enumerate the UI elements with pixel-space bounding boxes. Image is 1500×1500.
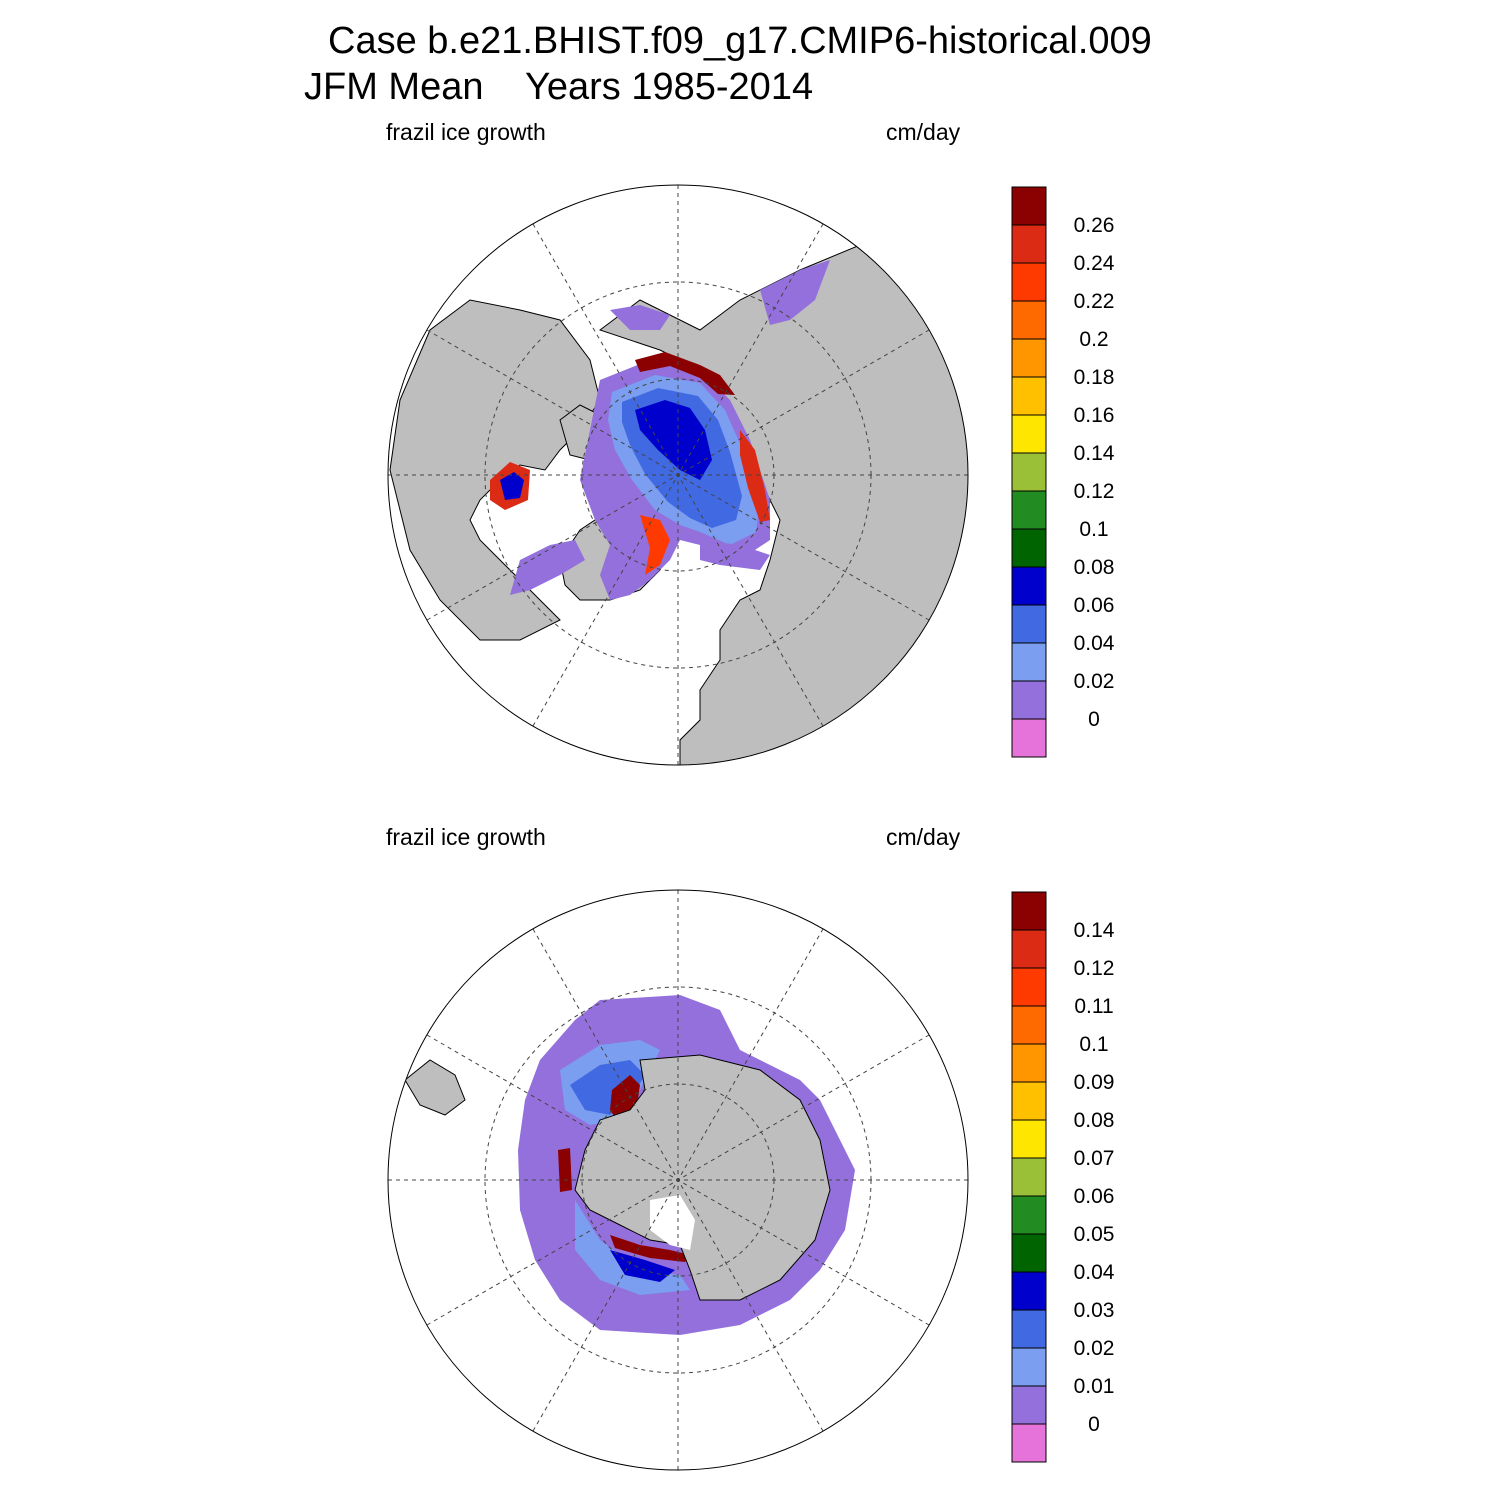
north-colorbar-tick-label: 0.02 <box>1073 670 1115 693</box>
north-map-border <box>387 184 969 766</box>
north-colorbar-tick-label: 0.26 <box>1073 214 1115 237</box>
south-land-antarctica <box>574 1054 831 1301</box>
south-colorbar-swatch <box>1011 1423 1047 1463</box>
north-colorbar-tick-label: 0.08 <box>1073 556 1115 579</box>
south-colorbar-swatch <box>1011 1385 1047 1425</box>
south-frazil-ross-edge <box>610 1235 690 1262</box>
north-colorbar-swatch <box>1011 300 1047 340</box>
figure-title-case: Case b.e21.BHIST.f09_g17.CMIP6-historica… <box>328 20 1152 62</box>
figure-title-period: JFM Mean Years 1985-2014 <box>304 66 814 108</box>
south-panel-left-label: frazil ice growth <box>386 824 546 850</box>
south-colorbar-tick-label: 0.07 <box>1073 1147 1115 1170</box>
south-colorbar-tick-label: 0.05 <box>1073 1223 1115 1246</box>
north-colorbar-swatch <box>1011 452 1047 492</box>
south-colorbar <box>1011 891 1047 1463</box>
north-colorbar-swatch <box>1011 642 1047 682</box>
south-colorbar-swatch <box>1011 1195 1047 1235</box>
south-colorbar-tick-label: 0.06 <box>1073 1185 1115 1208</box>
north-colorbar-tick-label: 0.06 <box>1073 594 1115 617</box>
south-colorbar-tick-label: 0.08 <box>1073 1109 1115 1132</box>
south-panel-units-label: cm/day <box>886 824 961 850</box>
south-colorbar-swatch <box>1011 1081 1047 1121</box>
north-colorbar-tick-label: 0.2 <box>1079 328 1109 351</box>
north-colorbar-tick-label: 0.14 <box>1073 442 1115 465</box>
north-colorbar <box>1011 186 1047 758</box>
south-colorbar-swatch <box>1011 1233 1047 1273</box>
north-frazil-hudson-inner <box>500 472 524 500</box>
south-colorbar-swatch <box>1011 1309 1047 1349</box>
north-frazil-atlantic-purple <box>510 540 585 595</box>
south-colorbar-swatch <box>1011 1119 1047 1159</box>
south-colorbar-tick-label: 0.01 <box>1073 1375 1115 1398</box>
north-colorbar-swatch <box>1011 376 1047 416</box>
north-colorbar-tick-label: 0.18 <box>1073 366 1115 389</box>
south-graticule <box>388 890 968 1470</box>
north-colorbar-tick-label: 0 <box>1088 708 1100 731</box>
north-frazil-kara-edge <box>740 430 770 522</box>
south-colorbar-tick-label: 0.09 <box>1073 1071 1115 1094</box>
north-panel-units-label: cm/day <box>886 119 961 145</box>
north-colorbar-tick-label: 0.24 <box>1073 252 1115 275</box>
south-colorbar-swatch <box>1011 1157 1047 1197</box>
south-colorbar-swatch <box>1011 1271 1047 1311</box>
north-frazil-labrador-edge <box>640 515 670 575</box>
south-colorbar-tick-label: 0.02 <box>1073 1337 1115 1360</box>
north-panel-left-label: frazil ice growth <box>386 119 546 145</box>
north-frazil-nordic-purple <box>700 540 770 570</box>
south-colorbar-tick-label: 0.14 <box>1073 919 1115 942</box>
north-polar-map <box>387 184 969 766</box>
north-colorbar-swatch <box>1011 338 1047 378</box>
north-graticule <box>388 185 968 765</box>
north-colorbar-swatch <box>1011 186 1047 226</box>
south-colorbar-tick-label: 0.04 <box>1073 1261 1115 1284</box>
north-colorbar-swatch <box>1011 718 1047 758</box>
north-colorbar-tick-label: 0.04 <box>1073 632 1115 655</box>
south-colorbar-swatch <box>1011 967 1047 1007</box>
south-colorbar-tick-label: 0.12 <box>1073 957 1115 980</box>
south-map-border <box>387 889 969 1471</box>
south-frazil-bellingshausen-edge <box>558 1148 572 1192</box>
south-colorbar-tick-label: 0 <box>1088 1413 1100 1436</box>
north-colorbar-tick-label: 0.22 <box>1073 290 1115 313</box>
north-colorbar-swatch <box>1011 224 1047 264</box>
south-colorbar-swatch <box>1011 1347 1047 1387</box>
south-colorbar-swatch <box>1011 929 1047 969</box>
north-colorbar-tick-label: 0.12 <box>1073 480 1115 503</box>
north-colorbar-swatch <box>1011 566 1047 606</box>
south-land-south-america <box>404 1059 466 1116</box>
north-frazil-okhotsk <box>760 260 830 325</box>
south-colorbar-swatch <box>1011 891 1047 931</box>
north-frazil-barents-edge <box>635 352 735 395</box>
north-ice-margin-3 <box>635 400 712 480</box>
south-colorbar-swatch <box>1011 1005 1047 1045</box>
north-colorbar-swatch <box>1011 262 1047 302</box>
north-colorbar-swatch <box>1011 528 1047 568</box>
south-colorbar-swatch <box>1011 1043 1047 1083</box>
south-colorbar-tick-label: 0.11 <box>1074 995 1114 1018</box>
north-colorbar-swatch <box>1011 680 1047 720</box>
north-frazil-bering <box>610 305 670 330</box>
south-colorbar-tick-label: 0.1 <box>1079 1033 1109 1056</box>
north-colorbar-swatch <box>1011 604 1047 644</box>
north-colorbar-tick-label: 0.1 <box>1079 518 1109 541</box>
north-colorbar-swatch <box>1011 490 1047 530</box>
south-polar-map <box>387 889 969 1471</box>
north-colorbar-tick-label: 0.16 <box>1073 404 1115 427</box>
south-colorbar-tick-label: 0.03 <box>1073 1299 1115 1322</box>
north-colorbar-swatch <box>1011 414 1047 454</box>
